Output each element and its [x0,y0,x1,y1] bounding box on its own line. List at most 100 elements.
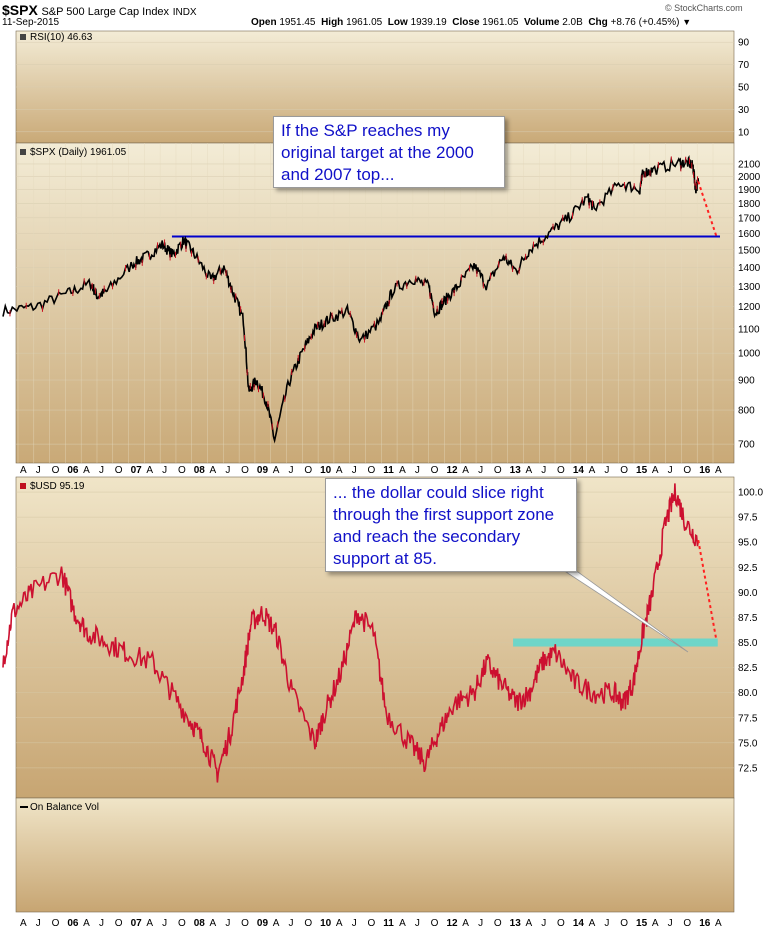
rsi-tick-label: 10 [738,127,750,138]
spx-x-tick-label: 07 [131,465,143,476]
spx-tick-label: 1800 [738,199,761,210]
obv-x-tick-label: O [431,918,439,929]
spx-x-tick-label: O [683,465,691,476]
usd-projection-line [697,540,718,641]
spx-x-tick-label: A [83,465,90,476]
obv-x-tick-label: O [304,918,312,929]
rsi-tick-label: 30 [738,105,750,116]
spx-x-tick-label: J [162,465,167,476]
ohlc-readout: Open 1951.45 High 1961.05 Low 1939.19 Cl… [251,17,692,28]
rsi-tick-label: 70 [738,60,750,71]
spx-x-tick-label: A [146,465,153,476]
obv-x-tick-label: A [715,918,722,929]
spx-x-tick-label: A [399,465,406,476]
spx-x-tick-label: O [557,465,565,476]
obv-x-tick-label: 08 [194,918,206,929]
high-value: 1961.05 [346,17,383,28]
obv-x-tick-label: J [668,918,673,929]
index-name: S&P 500 Large Cap Index [41,6,170,18]
obv-x-tick-label: 15 [636,918,648,929]
spx-tick-label: 700 [738,440,755,451]
obv-panel [15,797,735,913]
obv-x-tick-label: A [273,918,280,929]
obv-legend-icon [20,806,28,808]
spx-x-tick-label: J [541,465,546,476]
obv-x-tick-label: J [99,918,104,929]
obv-x-tick-label: J [478,918,483,929]
spx-price-line [2,154,700,444]
obv-x-tick-label: 13 [510,918,522,929]
spx-x-tick-label: J [352,465,357,476]
usd-tick-label: 75.0 [738,738,758,749]
obv-legend: On Balance Vol [30,802,99,813]
spx-tick-label: 1700 [738,213,761,224]
spx-x-tick-label: A [20,465,27,476]
open-value: 1951.45 [279,17,316,28]
spx-x-tick-label: J [415,465,420,476]
obv-x-tick-label: A [83,918,90,929]
obv-x-tick-label: O [178,918,186,929]
spx-x-tick-label: O [368,465,376,476]
spx-tick-label: 1300 [738,282,761,293]
obv-x-tick-label: 16 [699,918,711,929]
obv-x-tick-label: O [52,918,60,929]
spx-x-tick-label: 11 [383,465,394,476]
rsi-tick-label: 50 [738,83,750,94]
spx-x-tick-label: A [652,465,659,476]
spx-x-tick-label: J [289,465,294,476]
obv-x-tick-label: J [415,918,420,929]
obv-x-tick-label: A [20,918,27,929]
spx-x-tick-label: O [304,465,312,476]
spx-tick-label: 1500 [738,245,761,256]
spx-x-tick-label: J [99,465,104,476]
usd-tick-label: 97.5 [738,513,758,524]
spx-tick-label: 2000 [738,172,761,183]
obv-x-tick-label: A [652,918,659,929]
spx-x-tick-label: J [604,465,609,476]
obv-x-tick-label: 12 [446,918,458,929]
spx-x-tick-label: O [241,465,249,476]
spx-legend: $SPX (Daily) 1961.05 [30,147,127,158]
obv-x-tick-label: O [557,918,565,929]
usd-tick-label: 95.0 [738,538,758,549]
spx-x-tick-label: O [620,465,628,476]
spx-x-tick-label: O [431,465,439,476]
spx-x-tick-label: J [36,465,41,476]
spx-projection-line [697,181,718,237]
spx-panel [15,142,735,464]
spx-x-tick-label: J [668,465,673,476]
spx-legend-icon [20,149,26,155]
spx-x-tick-label: 06 [67,465,79,476]
close-value: 1961.05 [482,17,519,28]
obv-x-tick-label: 09 [257,918,269,929]
spx-x-tick-label: A [715,465,722,476]
obv-x-tick-label: O [494,918,502,929]
obv-x-tick-label: O [115,918,123,929]
obv-x-tick-label: J [352,918,357,929]
spx-tick-label: 1900 [738,185,761,196]
usd-tick-label: 92.5 [738,563,758,574]
spx-x-tick-label: 08 [194,465,206,476]
spx-x-tick-label: 10 [320,465,332,476]
spx-tick-label: 1400 [738,263,761,274]
spx-x-tick-label: A [462,465,469,476]
spx-tick-label: 1000 [738,349,761,360]
usd-callout: ... the dollar could slice right through… [325,478,577,572]
exchange: INDX [172,7,197,18]
obv-x-tick-label: A [462,918,469,929]
usd-price-line [2,483,700,783]
usd-callout-pointer [564,571,689,653]
spx-x-tick-label: O [494,465,502,476]
spx-tick-label: 1600 [738,229,761,240]
usd-tick-label: 90.0 [738,588,758,599]
spx-tick-label: 1100 [738,324,760,335]
volume-value: 2.0B [562,17,583,28]
spx-x-tick-label: A [273,465,280,476]
obv-x-tick-label: 11 [383,918,394,929]
spx-tick-label: 1200 [738,302,761,313]
spx-x-tick-label: 12 [446,465,458,476]
spx-x-tick-label: A [589,465,596,476]
obv-x-tick-label: O [683,918,691,929]
obv-x-tick-label: O [241,918,249,929]
obv-x-tick-label: 14 [573,918,585,929]
